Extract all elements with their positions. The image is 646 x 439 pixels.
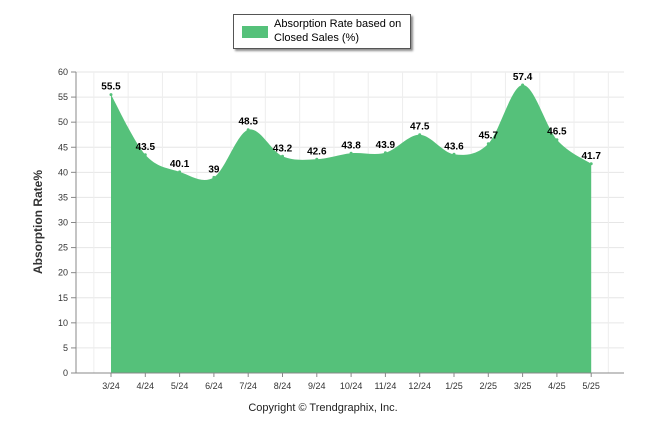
y-tick-label: 15 bbox=[58, 293, 68, 303]
y-tick-label: 30 bbox=[58, 218, 68, 228]
y-tick-label: 0 bbox=[63, 368, 68, 378]
data-point-7/24 bbox=[246, 128, 250, 132]
data-label-10/24: 43.8 bbox=[341, 140, 361, 151]
x-tick-label-1/25: 1/25 bbox=[445, 381, 463, 391]
x-tick-label-11/24: 11/24 bbox=[374, 381, 396, 391]
data-label-7/24: 48.5 bbox=[238, 117, 258, 128]
data-label-1/25: 43.6 bbox=[444, 141, 464, 152]
x-tick-label-5/24: 5/24 bbox=[171, 381, 189, 391]
data-label-11/24: 43.9 bbox=[376, 140, 396, 151]
legend-label: Absorption Rate based on Closed Sales (%… bbox=[274, 18, 402, 44]
y-tick-label: 35 bbox=[58, 192, 68, 202]
data-point-6/24 bbox=[212, 175, 216, 179]
data-label-3/24: 55.5 bbox=[101, 82, 121, 93]
data-point-2/25 bbox=[486, 142, 490, 146]
data-label-4/25: 46.5 bbox=[547, 127, 567, 138]
y-tick-label: 10 bbox=[58, 318, 68, 328]
x-tick-label-4/25: 4/25 bbox=[548, 381, 566, 391]
data-label-6/24: 39 bbox=[208, 164, 220, 175]
data-point-10/24 bbox=[349, 151, 353, 155]
x-tick-label-8/24: 8/24 bbox=[274, 381, 292, 391]
area-series-absorption-rate bbox=[111, 85, 592, 374]
x-tick-label-5/25: 5/25 bbox=[582, 381, 600, 391]
data-point-5/24 bbox=[178, 170, 182, 174]
data-label-5/24: 40.1 bbox=[170, 159, 190, 170]
data-point-3/24 bbox=[109, 93, 113, 97]
x-tick-label-9/24: 9/24 bbox=[308, 381, 326, 391]
copyright-text: Copyright © Trendgraphix, Inc. bbox=[248, 402, 398, 414]
data-point-4/24 bbox=[143, 153, 147, 157]
x-tick-label-10/24: 10/24 bbox=[340, 381, 363, 391]
y-tick-label: 45 bbox=[58, 142, 68, 152]
y-tick-label: 60 bbox=[58, 67, 68, 77]
data-point-3/25 bbox=[521, 83, 525, 87]
x-tick-label-3/25: 3/25 bbox=[514, 381, 532, 391]
data-label-8/24: 43.2 bbox=[273, 143, 293, 154]
x-tick-label-3/24: 3/24 bbox=[102, 381, 120, 391]
legend: Absorption Rate based on Closed Sales (%… bbox=[233, 14, 411, 49]
y-axis-title: Absorption Rate% bbox=[31, 170, 45, 274]
data-label-12/24: 47.5 bbox=[410, 122, 430, 133]
y-tick-label: 50 bbox=[58, 117, 68, 127]
x-tick-label-12/24: 12/24 bbox=[408, 381, 431, 391]
y-tick-label: 55 bbox=[58, 92, 68, 102]
data-point-9/24 bbox=[315, 157, 319, 161]
legend-swatch bbox=[242, 26, 268, 38]
y-tick-label: 20 bbox=[58, 268, 68, 278]
data-point-11/24 bbox=[383, 151, 387, 155]
data-label-5/25: 41.7 bbox=[581, 151, 601, 162]
data-label-9/24: 42.6 bbox=[307, 146, 327, 157]
data-point-5/25 bbox=[589, 162, 593, 166]
y-tick-label: 5 bbox=[63, 343, 68, 353]
data-point-1/25 bbox=[452, 152, 456, 156]
data-point-4/25 bbox=[555, 138, 559, 142]
x-tick-label-2/25: 2/25 bbox=[480, 381, 498, 391]
x-tick-label-6/24: 6/24 bbox=[205, 381, 223, 391]
data-label-2/25: 45.7 bbox=[479, 131, 499, 142]
y-tick-label: 40 bbox=[58, 167, 68, 177]
y-tick-label: 25 bbox=[58, 243, 68, 253]
data-label-3/25: 57.4 bbox=[513, 72, 533, 83]
data-label-4/24: 43.5 bbox=[136, 142, 156, 153]
x-tick-label-4/24: 4/24 bbox=[137, 381, 155, 391]
x-tick-label-7/24: 7/24 bbox=[239, 381, 257, 391]
data-point-12/24 bbox=[418, 133, 422, 137]
data-point-8/24 bbox=[281, 154, 284, 158]
